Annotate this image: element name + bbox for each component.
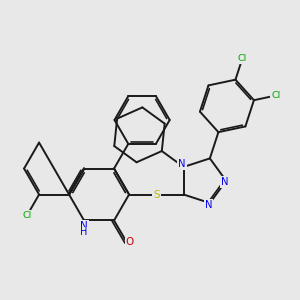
Text: H: H — [80, 227, 88, 238]
Text: Cl: Cl — [271, 91, 280, 100]
Text: Cl: Cl — [238, 54, 247, 63]
Text: Cl: Cl — [22, 211, 32, 220]
Text: N: N — [178, 159, 186, 169]
Text: N: N — [80, 221, 88, 231]
Text: N: N — [205, 200, 212, 210]
Text: N: N — [221, 177, 228, 187]
Text: O: O — [126, 237, 134, 247]
Text: S: S — [153, 190, 160, 200]
